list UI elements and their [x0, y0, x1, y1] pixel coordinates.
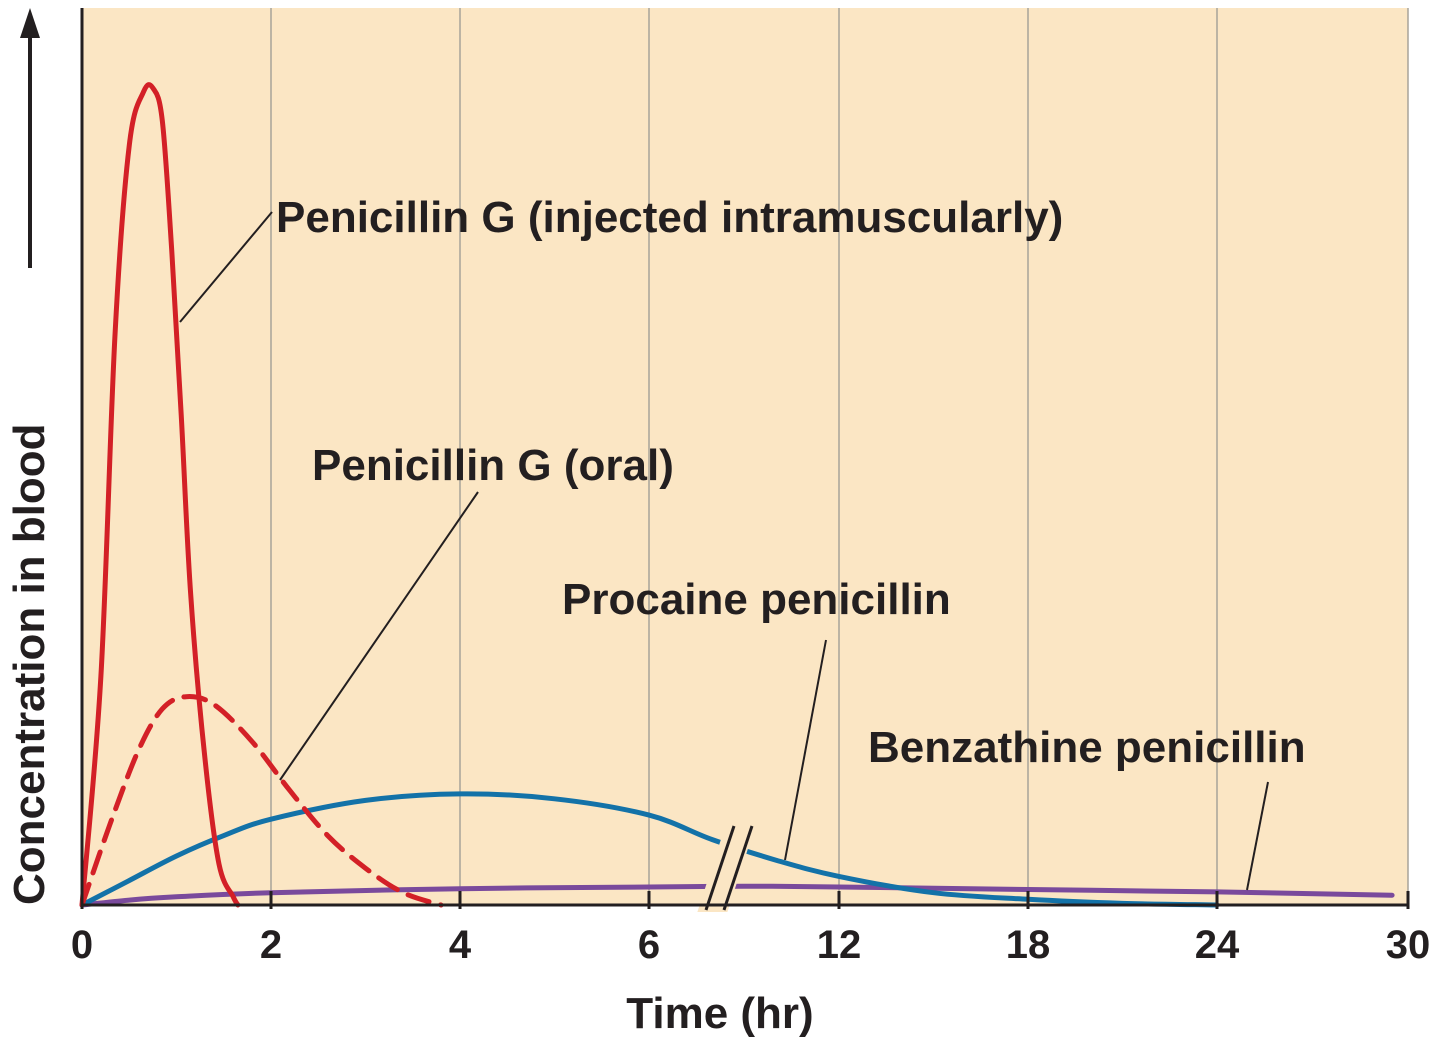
leader-line-procaine: [784, 639, 827, 861]
x-axis-title: Time (hr): [626, 989, 813, 1038]
series-line-procaine: [79, 791, 1220, 908]
x-tick-label: 30: [1386, 923, 1431, 967]
leader-lines: [179, 211, 1269, 891]
x-tick-label: 24: [1195, 923, 1240, 967]
axis-break-mark: [704, 825, 736, 911]
label-penicillin-g-im: Penicillin G (injected intramuscularly): [276, 193, 1063, 242]
y-axis-title-group: Concentration in blood: [5, 8, 54, 905]
x-tick-label: 4: [449, 923, 472, 967]
series-line-benzathine: [79, 883, 1395, 908]
plot-background: [82, 8, 1408, 905]
leader-line-oral: [279, 491, 479, 781]
label-procaine-penicillin: Procaine penicillin: [562, 575, 951, 624]
x-tick-label: 12: [817, 923, 862, 967]
y-axis-arrow-head: [20, 8, 40, 38]
axis-break-mark: [722, 825, 754, 911]
series-group: [79, 82, 1395, 908]
x-tick-label: 2: [260, 923, 282, 967]
series-line-penicillin-g-im: [79, 82, 241, 908]
leader-line-im: [179, 211, 273, 323]
x-ticks: 0 2 4 6 12 18 24 30: [71, 891, 1430, 967]
label-penicillin-g-oral: Penicillin G (oral): [312, 441, 674, 490]
axes: [80, 8, 1408, 907]
axis-break: [697, 822, 757, 912]
x-tick-label: 0: [71, 923, 93, 967]
leader-line-benzathine: [1246, 781, 1269, 891]
label-benzathine-penicillin: Benzathine penicillin: [868, 723, 1306, 772]
series-labels: Penicillin G (injected intramuscularly) …: [276, 193, 1306, 772]
grid-lines: [270, 8, 1409, 905]
x-tick-label: 6: [638, 923, 660, 967]
x-tick-label: 18: [1006, 923, 1051, 967]
series-line-penicillin-g-oral: [79, 694, 444, 908]
y-axis-title: Concentration in blood: [5, 423, 54, 905]
